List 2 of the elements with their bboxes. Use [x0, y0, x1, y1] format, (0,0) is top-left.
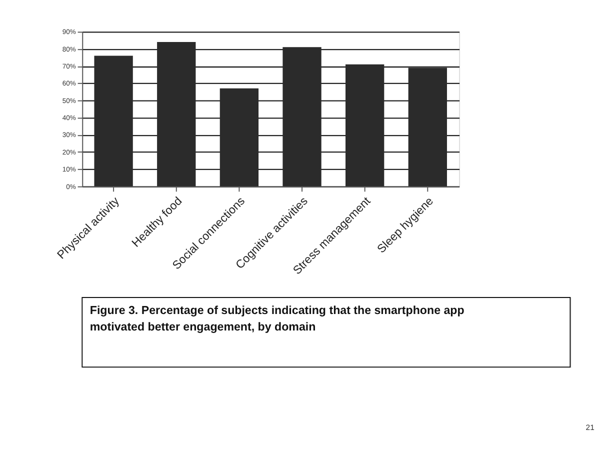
- text: 21: [586, 422, 594, 432]
- caption: Figure 3. Percentage of subjects indicating that the smartphone app motivated better engagement, by domain: [90, 304, 464, 334]
